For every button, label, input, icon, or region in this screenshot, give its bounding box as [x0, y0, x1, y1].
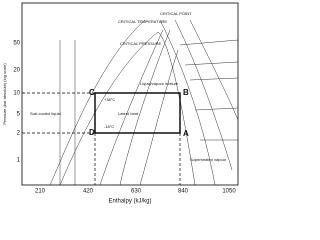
x-tick-label: 840 — [178, 189, 189, 195]
x-tick-label: 420 — [83, 189, 94, 195]
y-tick-label: 2 — [17, 131, 21, 137]
y-axis-title: Pressure (bar absolute) (log scale) — [2, 63, 7, 125]
x-axis-title: Enthalpy (kJ/kg) — [108, 199, 151, 205]
y-tick-label: 50 — [13, 41, 20, 47]
note: CRITICAL TEMPERATURE — [118, 19, 167, 24]
x-tick-label: 630 — [131, 189, 142, 195]
y-tick-label: 10 — [13, 91, 20, 97]
x-tick-label: 210 — [35, 189, 46, 195]
temp-label: -18°C — [104, 124, 114, 129]
point-label: A — [183, 129, 189, 138]
temp-label: +38°C — [104, 97, 115, 102]
property-lines — [49, 19, 239, 186]
point-label: D — [89, 128, 95, 137]
cycle — [94, 92, 181, 134]
region-label: Liquid/vapour mixture — [140, 81, 179, 86]
region-label: Latent heat — [118, 111, 139, 116]
point-label: B — [183, 88, 189, 97]
y-tick-label: 1 — [17, 158, 21, 164]
x-tick-label: 1050 — [222, 189, 236, 195]
note: CRITICAL PRESSURE — [120, 41, 162, 46]
region-label: Sub-cooled liquid — [30, 111, 61, 116]
ph-diagram: C B D A Sub-cooled liquid Latent heat Li… — [2, 2, 239, 205]
note: CRITICAL POINT — [160, 11, 192, 16]
point-label: C — [89, 88, 95, 97]
plot-frame — [21, 2, 239, 186]
y-tick-label: 20 — [13, 68, 20, 74]
y-tick-label: 5 — [17, 112, 21, 118]
region-label: Superheated vapour — [190, 157, 227, 162]
